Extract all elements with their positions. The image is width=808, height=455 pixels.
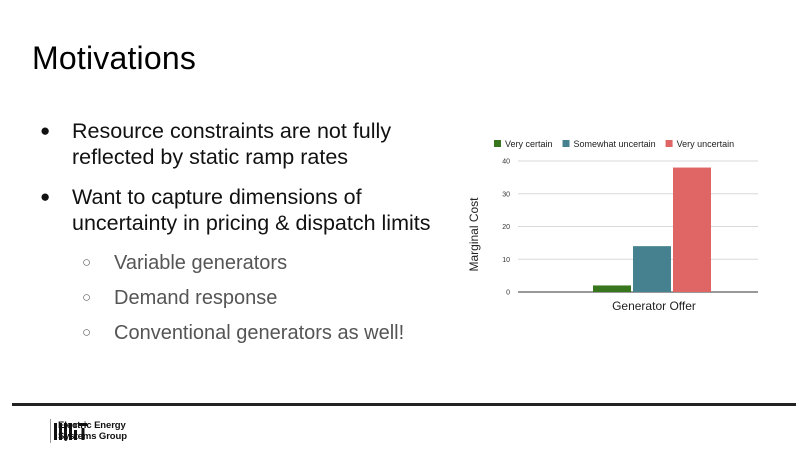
sub-bullet-text: Conventional generators as well!	[114, 322, 405, 344]
sub-bullet-text: Variable generators	[114, 252, 288, 274]
bullet-dot-icon: ●	[40, 121, 51, 140]
mit-logo-icon	[54, 423, 87, 440]
marginal-cost-bar-chart: 0 10 20 30 40 Generator Offer Marginal Cost Ver…	[467, 139, 758, 313]
y-tick-label: 10	[502, 257, 510, 264]
sub-bullet-ring-icon: ○	[82, 324, 92, 341]
y-tick-label: 0	[506, 290, 510, 297]
bullet-text: Resource constraints are not fully refle…	[72, 119, 392, 169]
bar-very-uncertain	[673, 167, 711, 292]
y-tick-label: 40	[502, 159, 510, 166]
legend-entry: Somewhat uncertain	[574, 139, 656, 149]
y-axis-label: Marginal Cost	[467, 197, 481, 272]
group-name: Electric Energy Systems Group	[58, 420, 127, 442]
sub-bullet-text: Demand response	[114, 287, 278, 309]
bullet-item: ● Want to capture dimensions of uncertai…	[40, 184, 440, 236]
sub-bullet-item: ○ Variable generators	[40, 250, 440, 276]
sub-bullet-ring-icon: ○	[82, 289, 92, 306]
bullet-list: ● Resource constraints are not fully ref…	[40, 118, 440, 355]
sub-bullet-item: ○ Demand response	[40, 285, 440, 311]
bar-somewhat-uncertain	[633, 246, 671, 292]
bullet-text: Want to capture dimensions of uncertaint…	[72, 185, 431, 235]
legend-entry: Very uncertain	[677, 139, 735, 149]
group-name-line1: Electric Energy	[58, 420, 126, 431]
bar-very-certain	[593, 285, 631, 292]
legend-entry: Very certain	[505, 139, 553, 149]
legend-swatch	[562, 140, 570, 147]
legend-swatch	[665, 140, 673, 147]
group-name-line2: Systems Group	[58, 431, 127, 442]
bullet-dot-icon: ●	[40, 187, 51, 206]
bullet-item: ● Resource constraints are not fully ref…	[40, 118, 440, 170]
y-tick-label: 30	[502, 191, 510, 198]
y-tick-label: 20	[502, 224, 510, 231]
footer-divider	[12, 403, 796, 406]
sub-bullet-item: ○ Conventional generators as well!	[40, 320, 440, 346]
sub-bullet-ring-icon: ○	[82, 254, 92, 271]
legend-swatch	[494, 140, 501, 147]
slide-title: Motivations	[32, 40, 197, 76]
logo-separator	[50, 419, 51, 443]
x-axis-label: Generator Offer	[612, 299, 696, 313]
